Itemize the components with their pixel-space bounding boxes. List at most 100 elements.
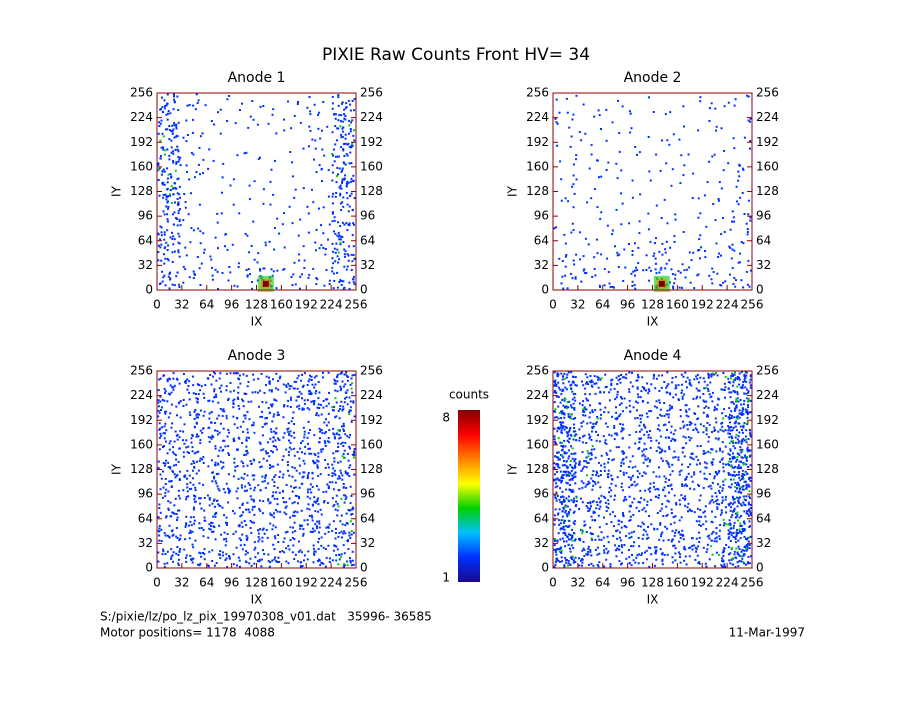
count-dot [347, 259, 350, 262]
count-dot [343, 117, 346, 120]
count-dot [606, 257, 609, 260]
count-dot [603, 565, 606, 568]
count-dot [572, 452, 575, 455]
count-dot [192, 118, 194, 121]
count-dot [649, 547, 652, 550]
count-dot [641, 414, 644, 417]
count-dot [643, 425, 646, 428]
count-dot [729, 562, 732, 565]
count-dot [233, 284, 236, 287]
count-dot [705, 386, 707, 389]
count-dot [596, 252, 599, 255]
count-dot [170, 130, 173, 133]
count-dot [610, 521, 613, 524]
count-dot [742, 495, 745, 498]
count-dot [708, 502, 711, 505]
count-dot [566, 435, 569, 438]
count-dot [266, 441, 269, 444]
count-dot [332, 287, 335, 290]
count-dot [249, 487, 252, 490]
count-dot [739, 479, 742, 482]
count-dot [743, 535, 746, 538]
count-dot [638, 424, 641, 427]
count-dot [196, 398, 199, 400]
count-dot [729, 396, 732, 399]
count-dot [324, 253, 327, 256]
count-dot [166, 218, 169, 221]
count-dot [741, 410, 744, 412]
count-dot [188, 391, 191, 394]
count-dot [591, 430, 593, 433]
count-dot [742, 437, 745, 440]
count-dot [648, 170, 651, 173]
count-dot [581, 441, 584, 444]
count-dot [251, 508, 254, 511]
count-dot [341, 120, 344, 123]
count-dot [728, 407, 731, 410]
count-dot [313, 400, 316, 403]
count-dot [707, 406, 710, 409]
count-dot [699, 100, 702, 103]
count-dot [554, 551, 557, 553]
count-dot [641, 386, 644, 389]
count-dot [335, 554, 338, 557]
count-dot [565, 470, 568, 473]
count-dot [563, 233, 566, 236]
count-dot [332, 427, 335, 430]
count-dot [707, 390, 710, 392]
count-dot [171, 124, 174, 127]
count-dot [685, 409, 687, 412]
count-dot [624, 266, 627, 269]
count-dot [337, 155, 340, 158]
count-dot [742, 408, 744, 411]
count-dot [659, 548, 662, 551]
count-dot [188, 380, 191, 383]
count-dot [291, 161, 294, 164]
count-dot [588, 416, 591, 419]
count-dot [342, 126, 345, 129]
count-dot [198, 564, 201, 567]
count-dot [729, 501, 732, 504]
count-dot [702, 546, 705, 549]
count-dot [258, 560, 261, 563]
count-dot [664, 251, 667, 254]
count-dot [178, 185, 181, 188]
count-dot [667, 463, 670, 466]
count-dot [297, 234, 300, 237]
count-dot [294, 283, 297, 286]
count-dot [192, 483, 195, 486]
count-dot [594, 392, 597, 395]
count-dot [561, 441, 563, 444]
y-tick-label-right: 160 [756, 159, 779, 173]
count-dot [650, 523, 653, 526]
count-dot [314, 139, 317, 142]
count-dot [655, 272, 658, 275]
count-dot [738, 383, 741, 386]
count-dot [256, 560, 259, 563]
count-dot [253, 180, 256, 183]
count-dot [166, 187, 169, 190]
count-dot [592, 484, 595, 487]
count-dot [339, 202, 342, 205]
count-dot [609, 495, 612, 498]
count-dot [680, 494, 683, 497]
x-tick-label: 96 [224, 298, 239, 312]
count-dot [237, 391, 240, 394]
count-dot [736, 399, 739, 402]
count-dot [340, 209, 343, 212]
count-dot [747, 514, 750, 517]
count-dot [562, 470, 565, 473]
count-dot [613, 438, 616, 441]
count-dot [217, 287, 219, 290]
count-dot [591, 426, 594, 429]
count-dot [558, 466, 561, 469]
count-dot [281, 223, 284, 226]
count-dot [738, 440, 741, 443]
count-dot [347, 223, 350, 226]
count-dot [303, 462, 306, 465]
count-dot [348, 224, 351, 227]
count-dot [298, 253, 301, 256]
count-dot [331, 559, 334, 562]
count-dot [351, 513, 354, 515]
count-dot [226, 566, 229, 568]
